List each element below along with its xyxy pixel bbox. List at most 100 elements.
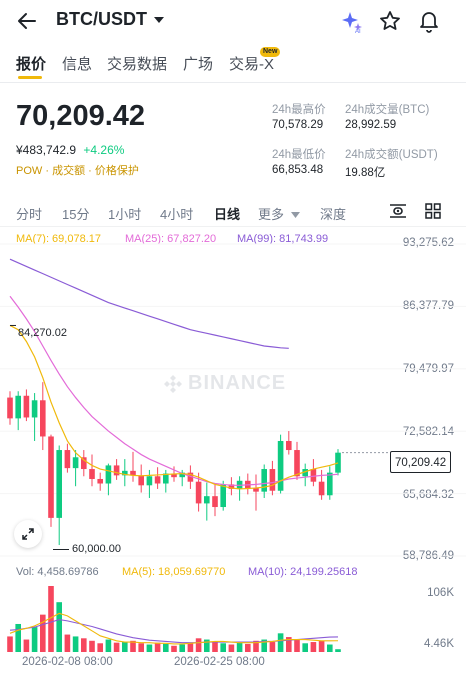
- indicator-settings-icon[interactable]: [388, 202, 408, 220]
- tab-square[interactable]: 广场: [183, 56, 214, 73]
- tf-4h[interactable]: 4小时: [160, 207, 194, 222]
- stat-low-value: 66,853.48: [272, 164, 324, 176]
- candle-body: [318, 481, 325, 496]
- tab-trade-x[interactable]: 交易-X: [229, 56, 275, 73]
- pair-name: BTC/USDT: [56, 9, 147, 29]
- ai-sparkle-icon[interactable]: AI: [340, 10, 364, 34]
- candle-body: [228, 484, 235, 489]
- volume-bar: [327, 644, 333, 652]
- binance-logo-icon: [164, 374, 182, 393]
- volume-chart[interactable]: [0, 580, 466, 654]
- candle-body: [253, 488, 259, 492]
- ma25-legend: MA(25): 67,827.20: [125, 233, 217, 245]
- candle-body: [89, 469, 95, 479]
- volume-bar: [64, 634, 71, 652]
- bell-icon[interactable]: [418, 9, 440, 33]
- volume-bar: [171, 645, 177, 652]
- stat-high-label: 24h最高价: [272, 104, 326, 116]
- last-price-tag-value: 70,209.42: [395, 457, 447, 469]
- candle-body: [113, 465, 120, 476]
- tf-1h[interactable]: 1小时: [108, 207, 142, 222]
- ma99-legend: MA(99): 81,743.99: [237, 233, 329, 245]
- candle-body: [286, 440, 292, 451]
- candle-body: [146, 476, 153, 486]
- candle-body: [64, 450, 71, 469]
- tf-more-label: 更多: [258, 207, 285, 222]
- volume-bar: [105, 639, 112, 652]
- volume-bar: [195, 638, 202, 652]
- caret-down-icon: [290, 212, 300, 218]
- candle-body: [40, 400, 46, 437]
- main-tabs: 报价 信息 交易数据 广场 交易-X New: [0, 44, 466, 82]
- volume-bar: [130, 640, 136, 652]
- tf-line[interactable]: 分时: [16, 207, 43, 222]
- candle-body: [72, 457, 79, 469]
- candle-body: [97, 478, 103, 484]
- candle-body: [327, 472, 333, 496]
- stat-vol-usdt-value: 19.88亿: [345, 167, 386, 179]
- tab-trading-data[interactable]: 交易数据: [107, 56, 168, 73]
- arrow-left-icon[interactable]: [16, 10, 38, 32]
- volume-bar: [261, 639, 267, 652]
- ma7-legend: MA(7): 69,078.17: [16, 233, 101, 245]
- vol-ma10-legend: MA(10): 24,199.25618: [248, 566, 358, 578]
- candle-body: [204, 496, 210, 504]
- volume-bar: [269, 642, 276, 652]
- high-marker-label: 84,270.02: [18, 327, 67, 339]
- candle-body: [15, 395, 21, 419]
- candle-body: [171, 473, 177, 478]
- new-badge: New: [260, 47, 281, 57]
- expand-button[interactable]: [14, 520, 42, 548]
- volume-bar: [31, 627, 38, 652]
- candle-body: [335, 452, 341, 473]
- low-marker-line: [53, 549, 69, 550]
- volume-bar: [72, 636, 79, 652]
- grid-layout-icon[interactable]: [424, 202, 442, 220]
- volume-bar: [89, 640, 95, 652]
- ma99-line: [9, 258, 289, 349]
- volume-bar: [277, 633, 284, 652]
- svg-text:AI: AI: [355, 29, 361, 34]
- candle-body: [154, 476, 161, 484]
- tag-pow[interactable]: POW: [16, 165, 43, 177]
- candle-body: [23, 395, 30, 418]
- candle-body: [105, 465, 112, 484]
- price-axis-tick: 72,582.14: [402, 426, 454, 438]
- volume-bar: [245, 643, 251, 652]
- price-axis-tick: 65,684.32: [402, 489, 454, 501]
- volume-bar: [204, 639, 210, 652]
- price-tags: POW · 成交额 · 价格保护: [16, 162, 139, 178]
- volume-bar: [187, 643, 194, 652]
- tf-depth[interactable]: 深度: [320, 207, 347, 222]
- candle-body: [187, 472, 194, 482]
- price-change: +4.26%: [83, 143, 125, 157]
- candle-body: [269, 469, 276, 491]
- tag-price-protection[interactable]: 价格保护: [94, 165, 139, 177]
- pair-selector[interactable]: BTC/USDT: [56, 9, 165, 30]
- x-axis-label: 2026-02-08 08:00: [22, 656, 113, 668]
- vol-ma10-line: [9, 619, 339, 644]
- tab-quote[interactable]: 报价: [16, 56, 47, 73]
- price-chart[interactable]: [0, 238, 466, 563]
- volume-bar: [48, 586, 54, 652]
- volume-bar: [146, 644, 153, 652]
- candle-body: [138, 475, 144, 486]
- tf-more[interactable]: 更多: [258, 204, 300, 223]
- volume-bar: [335, 649, 341, 652]
- star-icon[interactable]: [379, 10, 401, 32]
- volume-bar: [7, 636, 13, 652]
- last-price-tag: 70,209.42: [390, 451, 452, 473]
- candle-body: [48, 436, 54, 518]
- volume-bar: [81, 638, 87, 652]
- stat-vol-btc-label: 24h成交量(BTC): [345, 104, 430, 116]
- candle-body: [277, 440, 284, 491]
- tf-15m[interactable]: 15分: [62, 207, 90, 222]
- tag-turnover[interactable]: 成交额: [52, 165, 86, 177]
- volume-bar: [294, 639, 300, 652]
- expand-icon: [22, 528, 34, 540]
- tab-info[interactable]: 信息: [62, 56, 93, 73]
- volume-bar: [163, 643, 169, 652]
- price-sub-row: ¥483,742.9 +4.26%: [16, 143, 124, 157]
- tf-1d[interactable]: 日线: [214, 207, 241, 222]
- vol-axis-tick: 106K: [427, 587, 454, 599]
